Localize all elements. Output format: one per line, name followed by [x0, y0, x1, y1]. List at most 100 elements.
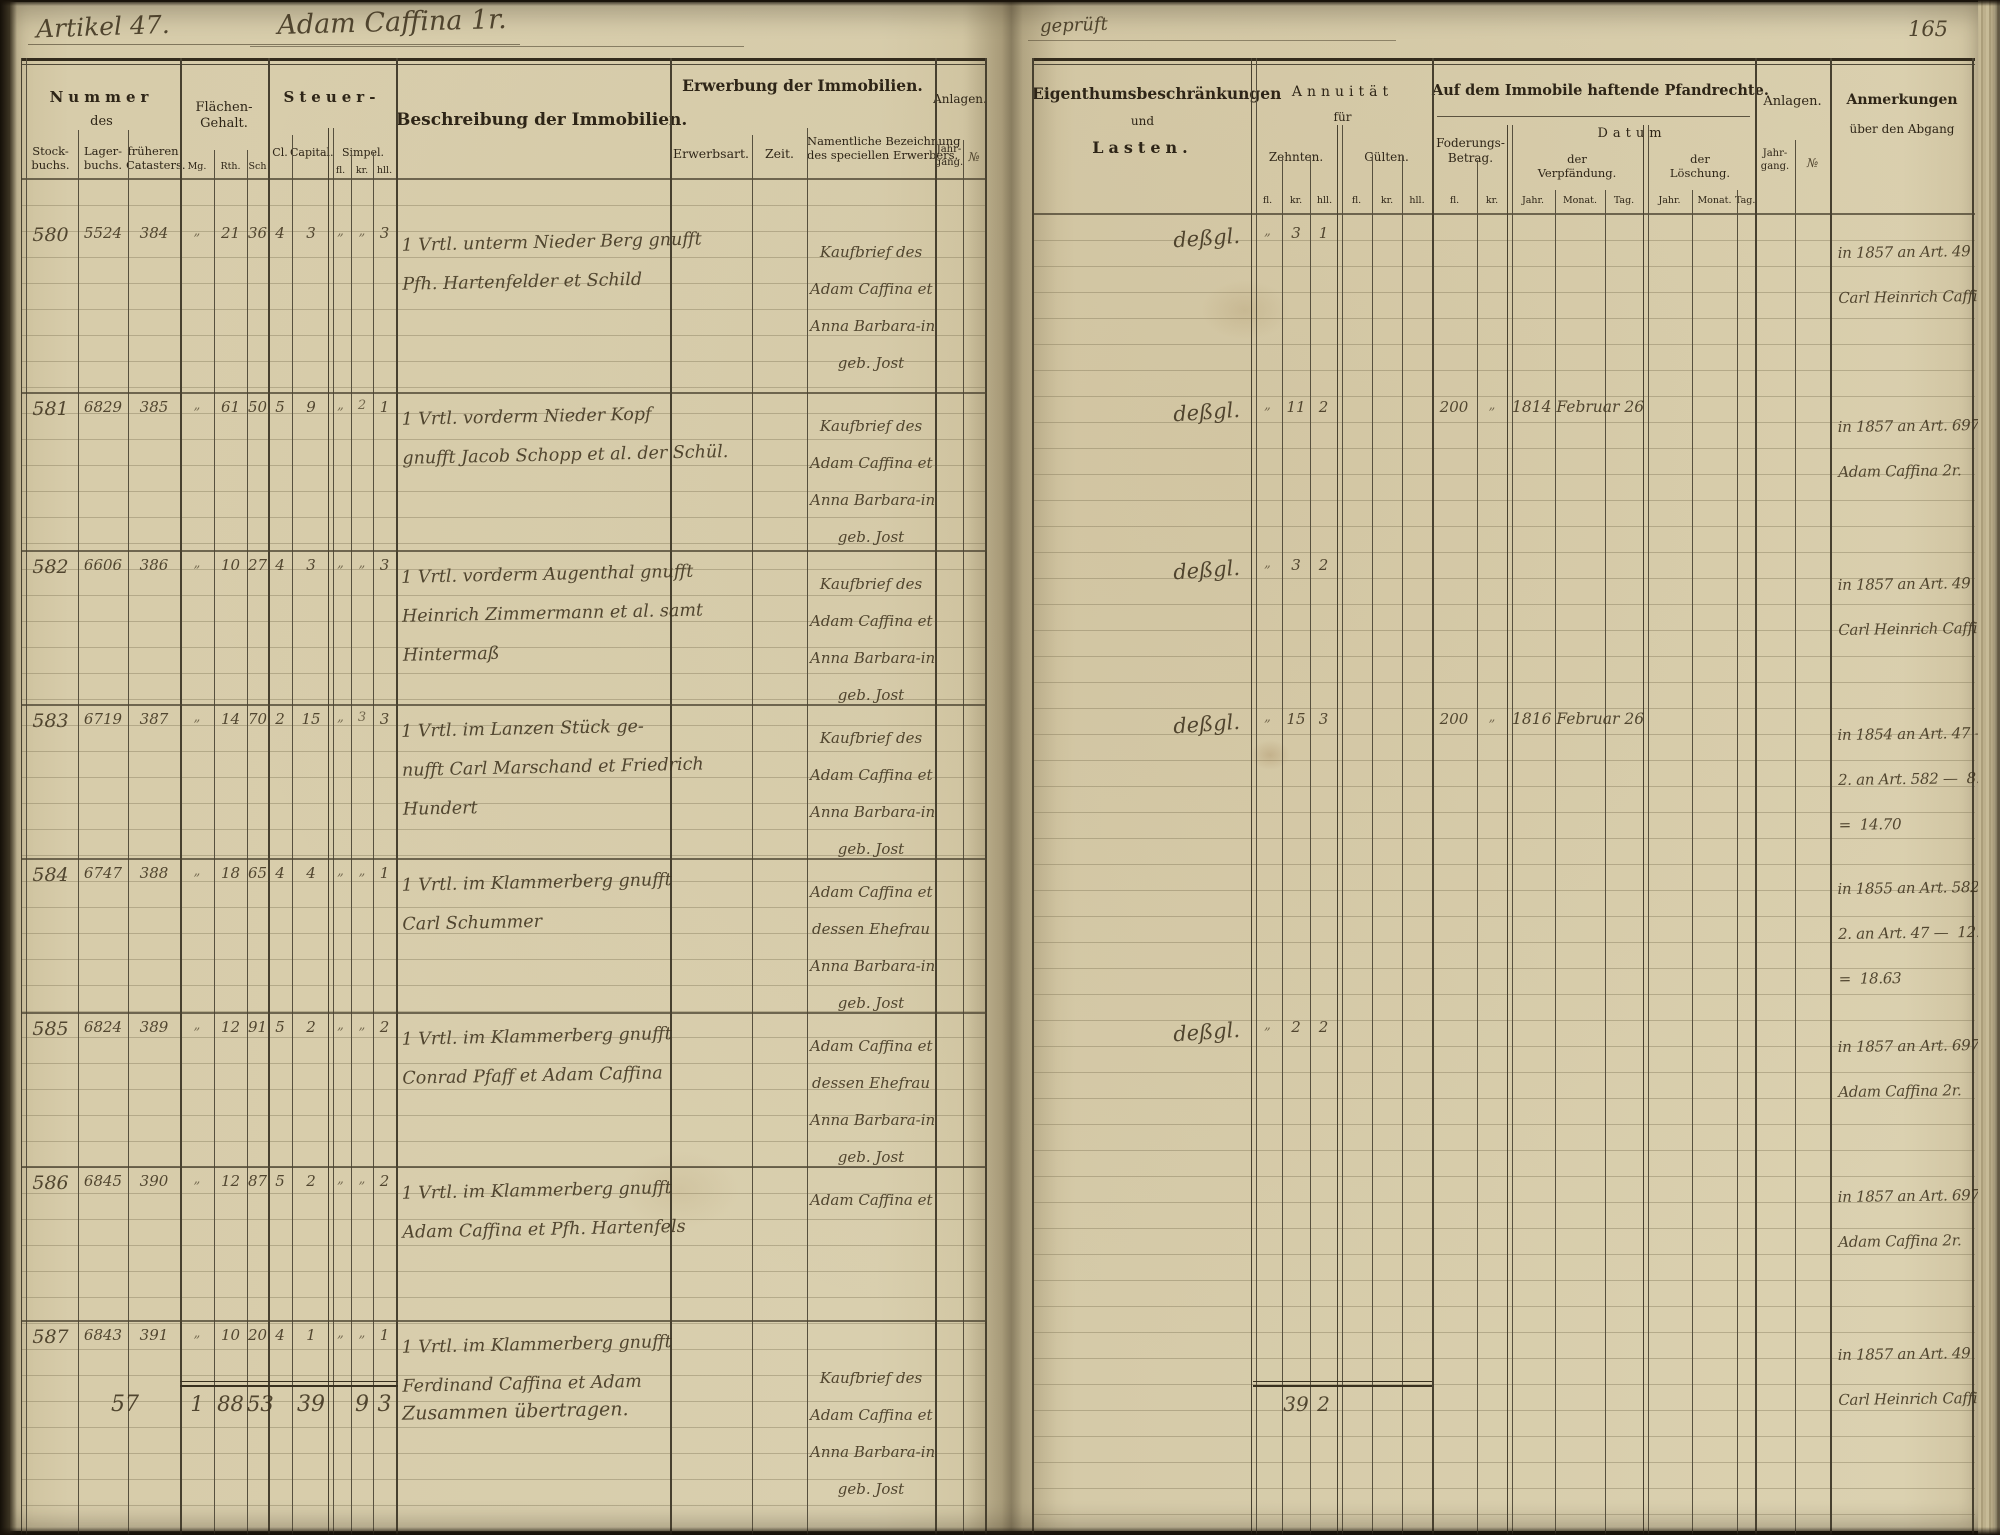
- cell-capital: 15: [301, 710, 321, 728]
- col-header-capital: Capital.: [290, 146, 334, 159]
- cell-erwerber: Kaufbrief des Adam Caffina et Anna Barba…: [810, 1369, 936, 1498]
- col-header-erwerbung: Erwerbung der Immobilien.: [682, 76, 923, 95]
- cell-cl: 4: [275, 556, 285, 574]
- table-rule: [247, 150, 248, 1535]
- col-header-annuitaet: Annuität: [1291, 84, 1394, 100]
- cell-sch: 65: [247, 864, 268, 882]
- cell-mg: „: [193, 1018, 201, 1033]
- col-header-simpel: Simpel.: [341, 146, 385, 159]
- table-rule: [21, 58, 987, 61]
- cell-simpel-kr: „: [358, 1172, 366, 1187]
- col-header-und: und: [1130, 114, 1155, 128]
- totals-rule: [1253, 1381, 1432, 1382]
- cell-simpel-fl: „: [337, 1172, 344, 1187]
- row-separator: [21, 550, 987, 552]
- table-rule: [268, 58, 270, 1535]
- cell-cataster-nr: 387: [139, 710, 169, 728]
- table-rule: [1605, 190, 1606, 1535]
- cell-rth: 14: [220, 710, 241, 728]
- table-rule: [807, 128, 808, 1535]
- cell-lagerbuch-nr: 6606: [83, 556, 123, 574]
- unit-kr: kr.: [355, 165, 369, 176]
- cell-beschreibung: 1 Vrtl. vorderm Nieder Kopf gnufft Jacob…: [401, 404, 729, 469]
- table-rule: [1830, 58, 1832, 1535]
- col-header-nummer: Nummer: [49, 88, 154, 106]
- cell-stockbuch-nr: 587: [32, 1326, 69, 1348]
- cell-erwerber: Kaufbrief des Adam Caffina et Anna Barba…: [810, 729, 936, 858]
- cell-erwerber: Adam Caffina et dessen Ehefrau Anna Barb…: [810, 883, 936, 1012]
- cell-anmerkung: in 1857 an Art. 697 Adam Caffina 2r.: [1837, 415, 1980, 481]
- table-rule: [1692, 190, 1693, 1535]
- cell-betrag-kr: „: [1488, 398, 1496, 413]
- table-rule: [1402, 155, 1403, 1535]
- cell-anmerkung: in 1857 an Art. 49 Carl Heinrich Caffina: [1837, 574, 1996, 639]
- cell-sch: 87: [247, 1172, 268, 1190]
- cell-anmerkung: in 1857 an Art. 49 Carl Heinrich Caffina: [1837, 242, 1996, 307]
- total-count: 57: [111, 1392, 139, 1417]
- table-rule: [1643, 125, 1649, 1535]
- col-header-cl: Cl.: [272, 146, 288, 159]
- cell-sch: 70: [247, 710, 268, 728]
- cell-stockbuch-nr: 586: [32, 1172, 69, 1194]
- table-rule: [1755, 58, 1757, 1535]
- unit-kr: kr.: [1485, 195, 1499, 206]
- table-rule: [963, 140, 964, 1535]
- unit-monat: Monat.: [1697, 195, 1732, 206]
- table-rule: [21, 58, 27, 1535]
- table-rule: [1282, 155, 1283, 1535]
- row-separator: [21, 392, 987, 394]
- cell-erwerber: Kaufbrief des Adam Caffina et Anna Barba…: [810, 243, 936, 372]
- cell-capital: 1: [306, 1326, 316, 1344]
- total-zehnten-hll: 2: [1317, 1392, 1330, 1416]
- col-header-beschreibung: Beschreibung der Immobilien.: [396, 110, 688, 130]
- table-rule: [1507, 125, 1513, 1535]
- cell-mg: „: [193, 1326, 201, 1341]
- cell-anmerkung: in 1855 an Art. 582 — 5.85 2. an Art. 47…: [1837, 877, 1999, 988]
- totals-rule: [180, 1381, 398, 1382]
- cell-capital: 2: [306, 1018, 316, 1036]
- page-number: 165: [1907, 17, 1949, 41]
- col-header-jahrgang-left: Jahr- gang.: [934, 144, 964, 168]
- row-separator: [21, 1012, 987, 1014]
- cell-anmerkung: in 1857 an Art. 697 Adam Caffina 2r.: [1837, 1185, 1980, 1251]
- cell-mg: „: [193, 398, 201, 413]
- unit-tag: Tag.: [1613, 195, 1635, 206]
- cell-anmerkung: in 1857 an Art. 697 Adam Caffina 2r.: [1837, 1035, 1980, 1101]
- unit-hll: hll.: [1316, 195, 1333, 206]
- table-rule: [1251, 58, 1257, 1535]
- cell-mg: „: [193, 864, 201, 879]
- table-rule: [1032, 213, 1975, 215]
- unit-rth: Rth.: [220, 161, 241, 172]
- cell-betrag-fl: 200: [1439, 710, 1469, 728]
- cell-erwerber: Adam Caffina et: [810, 1191, 933, 1209]
- cell-cl: 4: [275, 224, 285, 242]
- cell-lagerbuch-nr: 5524: [83, 224, 123, 242]
- cell-mg: „: [193, 224, 201, 239]
- cell-zehnten-kr: 3: [1291, 224, 1301, 242]
- col-header-anlagen-left: Anlagen.: [933, 92, 987, 106]
- table-rule: [752, 135, 753, 1535]
- total-note: Zusammen übertragen.: [401, 1398, 629, 1425]
- col-header-des: des: [90, 114, 113, 129]
- cell-simpel-kr: „: [358, 224, 366, 239]
- col-header-zeit: Zeit.: [764, 146, 795, 161]
- total-sch: 53: [247, 1392, 274, 1416]
- table-rule: [935, 58, 937, 1535]
- unit-hll: hll.: [376, 165, 393, 176]
- row-separator: [21, 1166, 987, 1168]
- unit-tag: Tag.: [1735, 195, 1756, 206]
- cell-simpel-fl: „: [337, 864, 344, 879]
- col-header-pfandrechte: Auf dem Immobile haftende Pfandrechte.: [1432, 82, 1769, 99]
- col-header-datum: Datum: [1597, 126, 1667, 141]
- col-header-namentlich: Namentliche Bezeichnung des speciellen E…: [807, 134, 961, 163]
- table-rule: [1795, 140, 1796, 1535]
- cell-capital: 4: [306, 864, 316, 882]
- cell-simpel-hll: 3: [379, 556, 390, 574]
- col-header-jahrgang-right: Jahr- gang.: [1760, 148, 1790, 172]
- table-rule: [1372, 155, 1373, 1535]
- cell-rth: 10: [220, 1326, 241, 1344]
- unit-monat: Monat.: [1562, 195, 1598, 206]
- cell-zehnten-fl: „: [1264, 710, 1271, 725]
- table-rule: [1032, 58, 1034, 1535]
